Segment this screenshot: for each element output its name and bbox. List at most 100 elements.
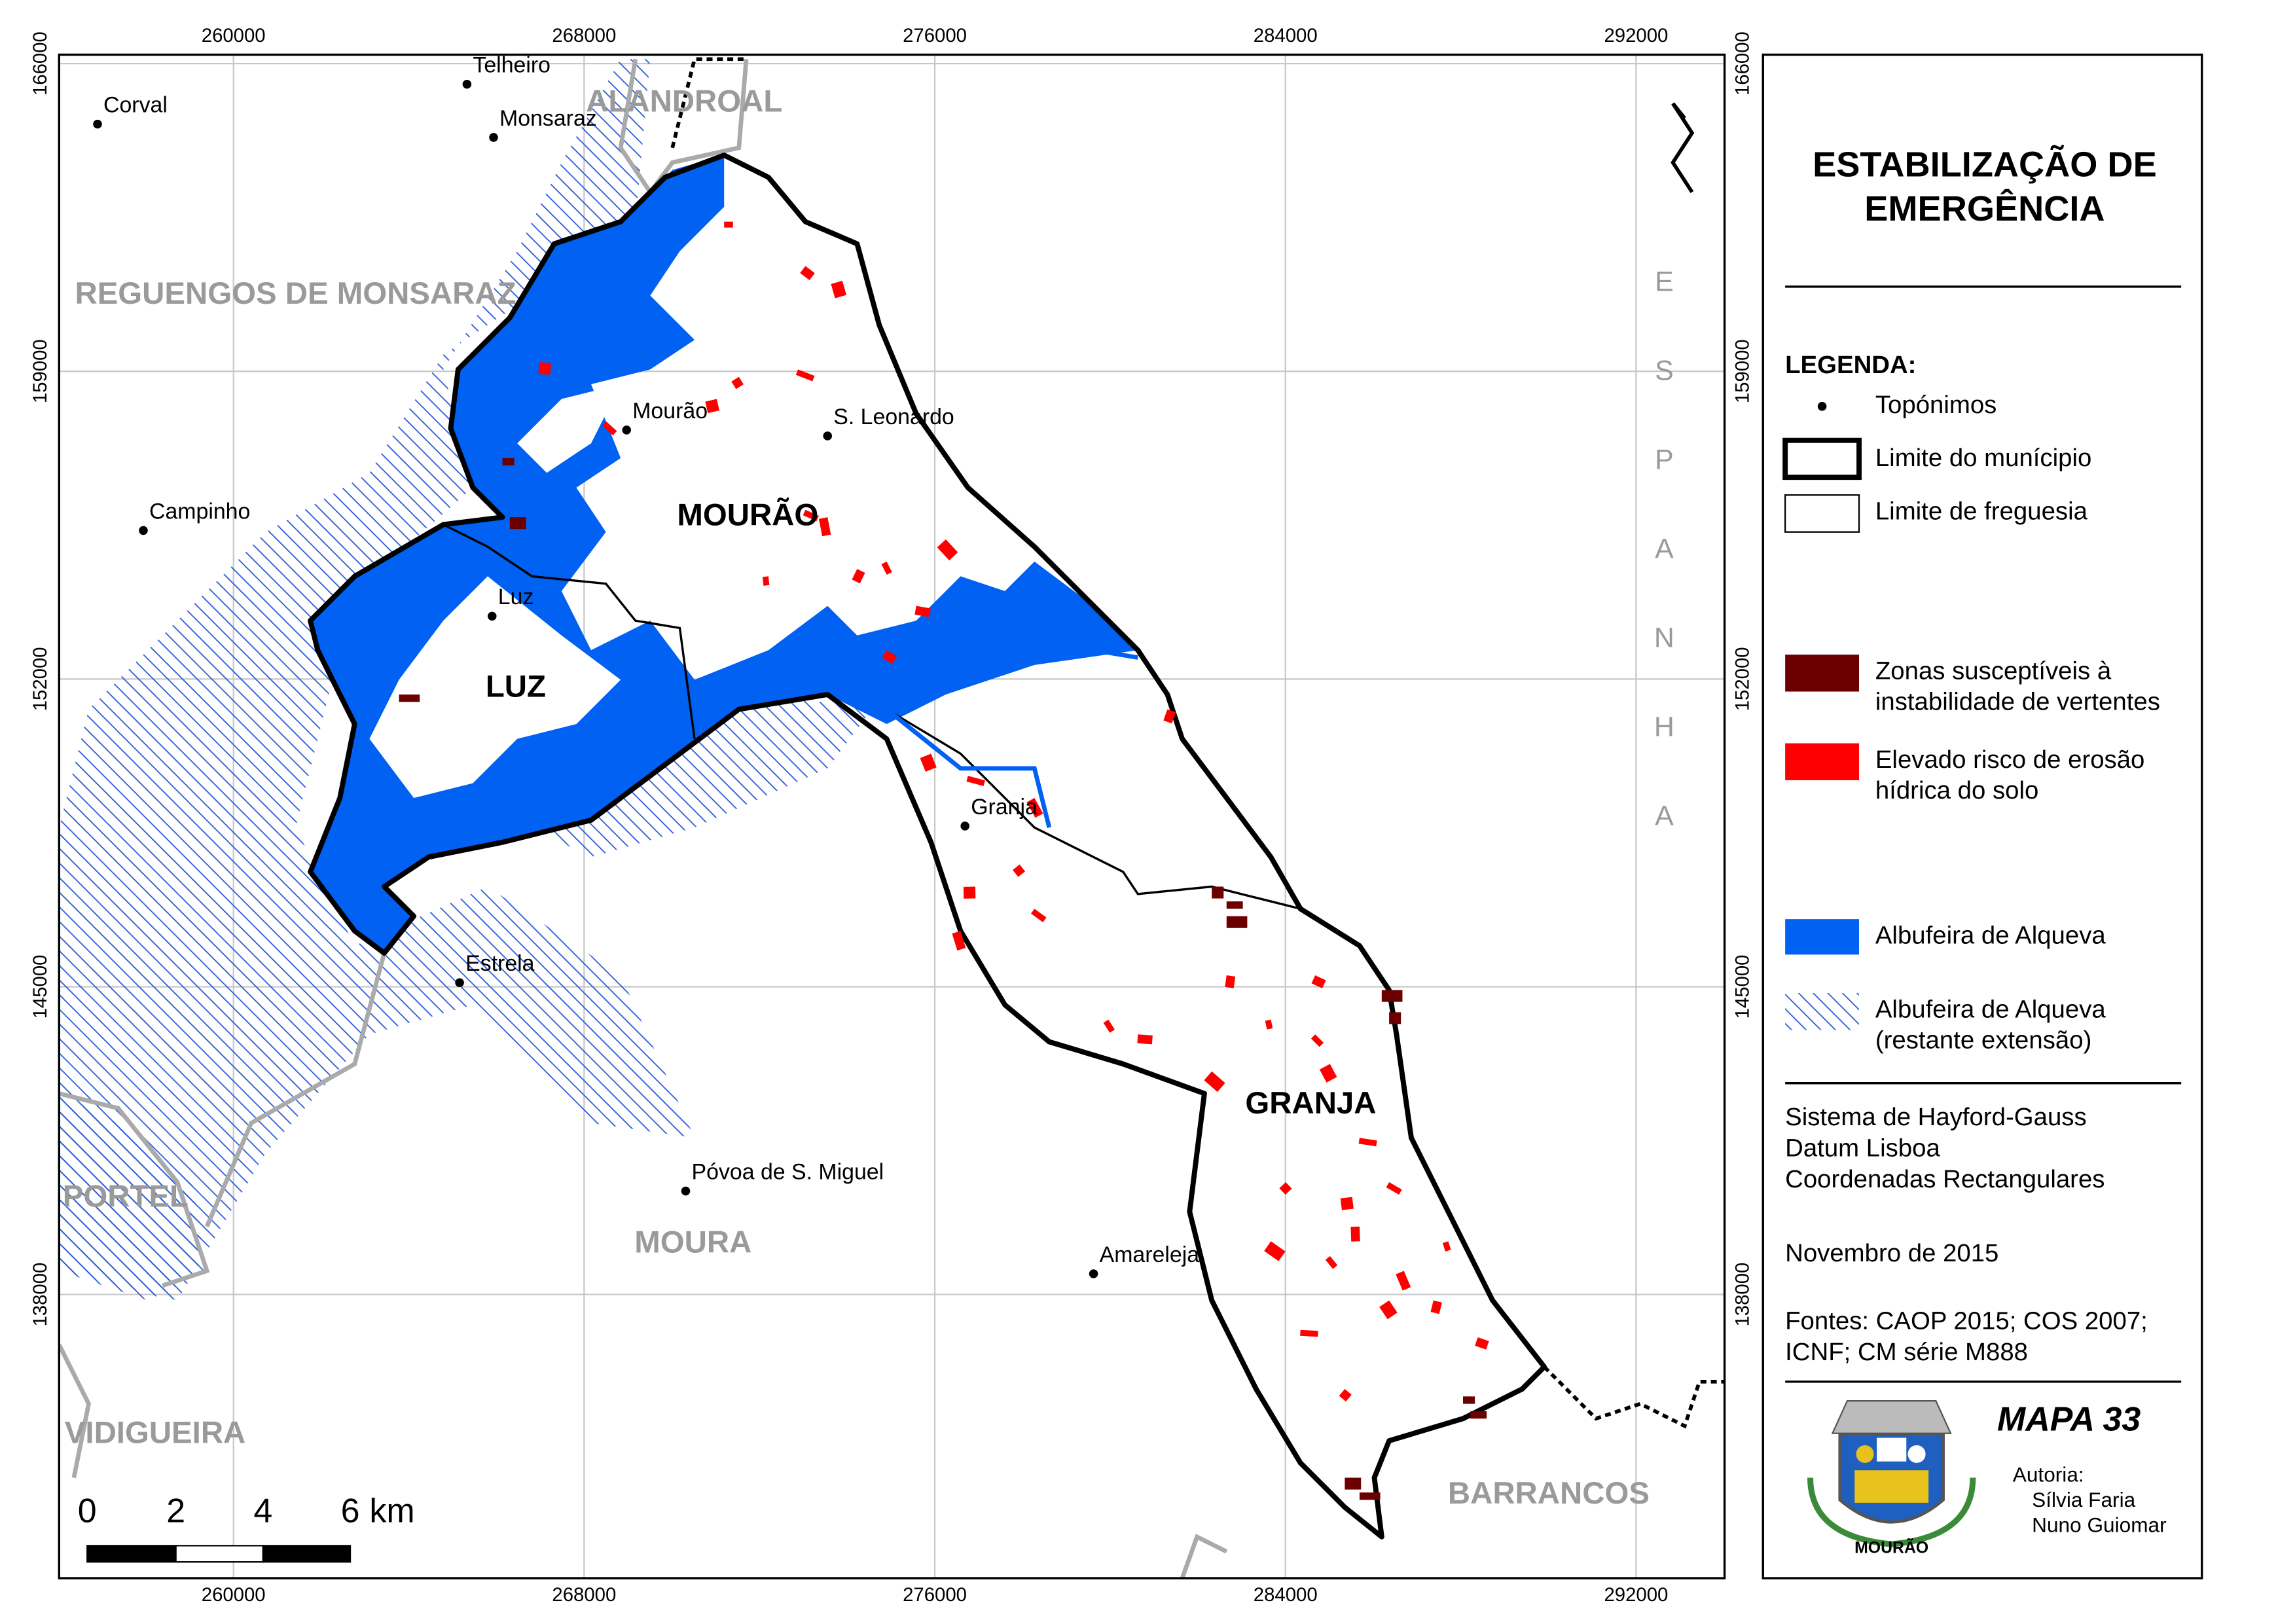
erosion-zone — [1300, 1329, 1318, 1337]
instability-zone — [1345, 1477, 1362, 1490]
x-tick-label: 260000 — [202, 1584, 266, 1606]
erosion-zone — [1026, 798, 1043, 818]
legend-item-label: Elevado risco de erosão — [1875, 746, 2145, 774]
erosion-zone — [1340, 1197, 1354, 1210]
place-label: Luz — [498, 585, 534, 609]
legend-heading: LEGENDA: — [1785, 351, 1916, 379]
erosion-zone — [882, 650, 897, 664]
erosion-zone — [602, 421, 617, 436]
legend-title: EMERGÊNCIA — [1864, 189, 2105, 228]
scale-unit: km — [369, 1492, 414, 1530]
instability-zone — [1212, 886, 1224, 899]
place-point — [93, 119, 102, 129]
map-frame — [58, 53, 1726, 1579]
erosion-zone — [762, 576, 770, 586]
y-tick-label: 145000 — [1732, 955, 1754, 1019]
y-tick-label: 138000 — [29, 1263, 51, 1327]
erosion-zone — [1386, 1182, 1402, 1195]
district-boundary — [1180, 1534, 1228, 1579]
map-number: MAPA 33 — [1997, 1400, 2141, 1438]
scale-bar: 0 2 4 6 km — [78, 1492, 415, 1563]
erosion-zone — [803, 509, 819, 522]
x-tick-label: 276000 — [903, 1584, 967, 1606]
municipality-label: MOURA — [634, 1225, 751, 1259]
authors-heading: Autoria: — [2013, 1463, 2084, 1487]
legend-swatch-instability — [1785, 655, 1860, 692]
instability-zone — [1226, 916, 1248, 928]
place-point — [455, 978, 464, 988]
place-label: Estrela — [465, 951, 535, 976]
risk-zones — [399, 221, 1489, 1500]
erosion-zone — [1013, 864, 1026, 877]
district-boundary — [204, 952, 387, 1228]
instability-zone — [1470, 1411, 1487, 1419]
place-label: Corval — [103, 92, 168, 117]
erosion-zone — [1430, 1300, 1442, 1314]
legend-swatch-reservoir — [1785, 919, 1860, 955]
municipality-label: BARRANCOS — [1448, 1476, 1650, 1511]
erosion-zone — [1310, 1034, 1324, 1047]
international-border — [670, 57, 747, 149]
municipality-label: REGUENGOS DE MONSARAZ — [75, 276, 516, 311]
x-tick-label: 292000 — [1604, 1584, 1668, 1606]
erosion-zone — [920, 753, 937, 772]
instability-zone — [1381, 990, 1403, 1002]
river — [827, 647, 1138, 829]
y-tick-label: 145000 — [29, 955, 51, 1019]
parish-label: MOURÃO — [677, 497, 818, 533]
place-label: Telheiro — [473, 53, 551, 78]
legend-item-label: Topónimos — [1875, 391, 1997, 419]
instability-zone — [502, 458, 515, 466]
erosion-zone — [800, 266, 815, 281]
legend-item-label: Albufeira de Alqueva — [1875, 995, 2106, 1023]
legend-item-label: Limite de freguesia — [1875, 497, 2088, 525]
north-arrow — [1671, 102, 1695, 194]
land — [369, 576, 621, 799]
erosion-zone — [818, 517, 831, 537]
legend-title: ESTABILIZAÇÃO DE — [1813, 145, 2157, 184]
erosion-zone — [1225, 975, 1236, 988]
place-label: Mourão — [632, 399, 708, 424]
country-label: ESPANHA — [1648, 266, 1680, 889]
place-label: Granja — [971, 795, 1038, 820]
erosion-zone — [1325, 1255, 1338, 1269]
erosion-zone — [1311, 975, 1326, 988]
parish-boundary — [443, 523, 1301, 911]
x-tick-label: 284000 — [1254, 25, 1318, 46]
international-border — [1543, 1365, 1725, 1429]
municipality-label: VIDIGUEIRA — [65, 1416, 245, 1451]
legend-item-label: Albufeira de Alqueva — [1875, 921, 2106, 949]
erosion-zone — [1396, 1271, 1411, 1291]
legend-item-label: hídrica do solo — [1875, 776, 2039, 804]
places: Corval Telheiro Monsaraz Mourão S. Leonardo C… — [63, 53, 1650, 1511]
place-label: Póvoa de S. Miguel — [692, 1159, 884, 1184]
scale-label: 4 — [253, 1492, 272, 1530]
place-point — [462, 79, 472, 89]
place-point — [139, 526, 148, 535]
legend-swatch-parish — [1784, 494, 1860, 533]
y-tick-label: 138000 — [1732, 1263, 1754, 1327]
place-point — [489, 133, 498, 142]
scale-label: 2 — [166, 1492, 185, 1530]
erosion-zone — [1137, 1034, 1153, 1045]
sources-text: Fontes: CAOP 2015; COS 2007; — [1785, 1307, 2148, 1335]
instability-zone — [1359, 1492, 1381, 1500]
erosion-zone — [1030, 909, 1047, 922]
legend: ESTABILIZAÇÃO DE EMERGÊNCIA LEGENDA: Topóni… — [1782, 145, 2182, 1557]
erosion-zone — [1265, 1019, 1273, 1030]
legend-panel — [1762, 53, 2203, 1579]
y-tick-label: 152000 — [29, 647, 51, 711]
scale-label: 6 — [341, 1492, 360, 1530]
erosion-zone — [966, 776, 985, 786]
legend-swatch-point — [1817, 402, 1827, 411]
erosion-zone — [1204, 1071, 1225, 1092]
place-point — [681, 1186, 691, 1196]
erosion-zone — [1442, 1241, 1451, 1252]
erosion-zone — [1339, 1389, 1352, 1402]
legend-item-label: (restante extensão) — [1875, 1026, 2092, 1055]
instability-zone — [1462, 1396, 1475, 1404]
instability-zone — [1226, 901, 1243, 909]
x-tick-label: 260000 — [202, 25, 266, 46]
legend-item-label: Limite do munícipio — [1875, 444, 2091, 472]
erosion-zone — [1163, 709, 1176, 724]
